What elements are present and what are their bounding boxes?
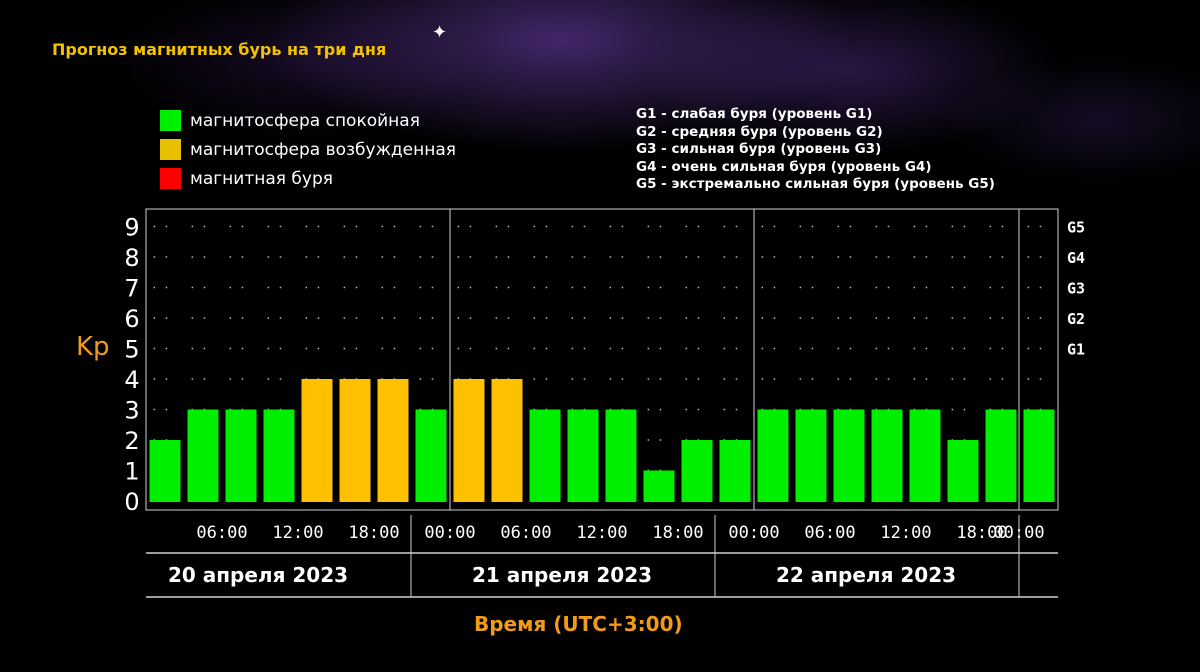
- kp-bar: [263, 409, 295, 502]
- legend-label-storm: магнитная буря: [190, 168, 333, 189]
- kp-bar: [187, 409, 219, 502]
- kp-bar: [681, 440, 713, 502]
- kp-bar: [301, 379, 333, 502]
- plot-frame: [145, 208, 1059, 511]
- kp-bar: [795, 409, 827, 502]
- y-tick-label: 4: [124, 366, 139, 394]
- g-level-tick-label: G2: [1067, 310, 1085, 328]
- kp-bar: [833, 409, 865, 502]
- legend-item-storm: магнитная буря: [160, 164, 456, 193]
- star-icon: ✦: [432, 22, 448, 43]
- kp-bar: [567, 409, 599, 502]
- legend-swatch-active: [160, 139, 181, 160]
- x-tick-label: 12:00: [272, 523, 323, 543]
- y-tick-label: 8: [124, 244, 139, 272]
- y-tick-label: 7: [124, 275, 139, 303]
- x-tick-label: 00:00: [728, 523, 779, 543]
- y-tick-label: 1: [124, 458, 139, 486]
- legend-swatch-quiet: [160, 110, 181, 131]
- y-axis-label: Kp: [76, 332, 110, 362]
- kp-bar: [225, 409, 257, 502]
- y-tick-label: 6: [124, 305, 139, 333]
- kp-bar: [985, 409, 1017, 502]
- x-tick-label: 00:00: [424, 523, 475, 543]
- x-tick-label: 06:00: [804, 523, 855, 543]
- storm-level-legend: G1 - слабая буря (уровень G1) G2 - средн…: [636, 106, 995, 194]
- g-level-tick-label: G4: [1067, 249, 1085, 267]
- status-legend: магнитосфера спокойная магнитосфера возб…: [160, 106, 456, 193]
- storm-level-g3: G3 - сильная буря (уровень G3): [636, 141, 882, 157]
- kp-bar: [909, 409, 941, 502]
- kp-bar: [605, 409, 637, 502]
- kp-bar: [757, 409, 789, 502]
- kp-bar: [415, 409, 447, 502]
- y-tick-label: 0: [124, 488, 139, 516]
- kp-bar: [643, 470, 675, 502]
- legend-item-quiet: магнитосфера спокойная: [160, 106, 456, 135]
- g-level-tick-label: G5: [1067, 219, 1085, 237]
- page-title: Прогноз магнитных бурь на три дня: [52, 40, 387, 59]
- y-tick-label: 3: [124, 397, 139, 425]
- x-tick-label: 06:00: [196, 523, 247, 543]
- g-level-tick-label: G3: [1067, 280, 1085, 298]
- x-tick-label: 12:00: [880, 523, 931, 543]
- kp-bar: [491, 379, 523, 502]
- legend-swatch-storm: [160, 168, 181, 189]
- legend-label-quiet: магнитосфера спокойная: [190, 110, 420, 131]
- y-tick-label: 2: [124, 427, 139, 455]
- legend-item-active: магнитосфера возбужденная: [160, 135, 456, 164]
- g-level-tick-label: G1: [1067, 341, 1085, 359]
- kp-bar: [149, 440, 181, 502]
- day-label: 20 апреля 2023: [168, 563, 348, 587]
- x-tick-label: 18:00: [652, 523, 703, 543]
- x-tick-label: 06:00: [500, 523, 551, 543]
- kp-bar: [719, 440, 751, 502]
- y-tick-label: 9: [124, 214, 139, 242]
- x-tick-label: 18:00: [348, 523, 399, 543]
- x-tick-label: 18:00: [956, 523, 1007, 543]
- day-label: 22 апреля 2023: [776, 563, 956, 587]
- day-label: 21 апреля 2023: [472, 563, 652, 587]
- kp-bar: [377, 379, 409, 502]
- kp-bar: [1023, 409, 1055, 502]
- y-tick-label: 5: [124, 336, 139, 364]
- kp-bar: [947, 440, 979, 502]
- kp-bar: [871, 409, 903, 502]
- x-axis-label: Время (UTC+3:00): [474, 612, 683, 636]
- storm-level-g2: G2 - средняя буря (уровень G2): [636, 123, 883, 140]
- storm-level-g1: G1 - слабая буря (уровень G1): [636, 106, 873, 122]
- kp-bar: [453, 379, 485, 502]
- kp-bar: [529, 409, 561, 502]
- storm-level-g4: G4 - очень сильная буря (уровень G4): [636, 158, 932, 175]
- legend-label-active: магнитосфера возбужденная: [190, 139, 456, 160]
- x-tick-label: 12:00: [576, 523, 627, 543]
- storm-level-g5: G5 - экстремально сильная буря (уровень …: [636, 176, 995, 192]
- kp-bar: [339, 379, 371, 502]
